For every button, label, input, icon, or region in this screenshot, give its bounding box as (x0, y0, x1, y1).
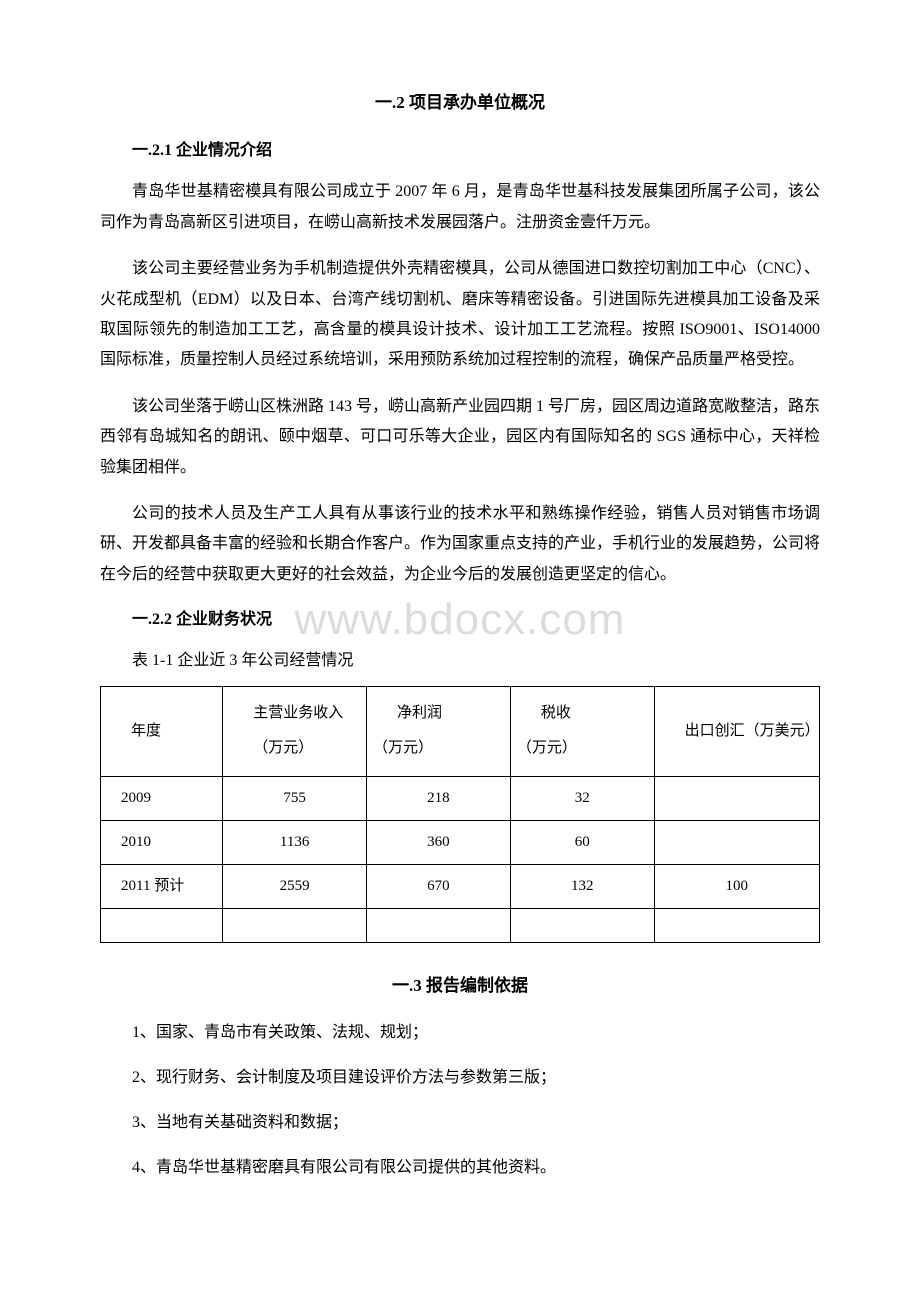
cell-profit-0: 218 (367, 776, 511, 820)
cell-profit-3 (367, 908, 511, 942)
cell-export-2: 100 (654, 864, 819, 908)
cell-tax-0: 32 (510, 776, 654, 820)
cell-tax-2: 132 (510, 864, 654, 908)
cell-tax-1: 60 (510, 820, 654, 864)
cell-revenue-1: 1136 (223, 820, 367, 864)
cell-profit-2: 670 (367, 864, 511, 908)
th-tax-label2: （万元） (517, 735, 648, 762)
th-profit-label2: （万元） (373, 735, 504, 762)
paragraph-4: 公司的技术人员及生产工人具有从事该行业的技术水平和熟练操作经验，销售人员对销售市… (100, 499, 820, 590)
cell-export-1 (654, 820, 819, 864)
list-item-2: 2、现行财务、会计制度及项目建设评价方法与参数第三版； (100, 1064, 820, 1093)
cell-year-0: 2009 (101, 776, 223, 820)
th-export-label1: 出口创汇（万美元） (661, 718, 813, 745)
table-caption: 表 1-1 企业近 3 年公司经营情况 (132, 647, 820, 676)
th-year-label: 年度 (107, 718, 216, 745)
heading-section-1-2-2: 一.2.2 企业财务状况 (132, 606, 820, 635)
th-tax-label1: 税收 (517, 700, 648, 727)
financial-table: 年度 主营业务收入 （万元） 净利润 （万元） 税收 （万元） 出口创汇（万美元… (100, 686, 820, 943)
th-profit: 净利润 （万元） (367, 686, 511, 776)
list-item-4: 4、青岛华世基精密磨具有限公司有限公司提供的其他资料。 (100, 1154, 820, 1183)
table-row: 2011 预计 2559 670 132 100 (101, 864, 820, 908)
paragraph-2: 该公司主要经营业务为手机制造提供外壳精密模具，公司从德国进口数控切割加工中心（C… (100, 254, 820, 376)
th-revenue: 主营业务收入 （万元） (223, 686, 367, 776)
table-header-row: 年度 主营业务收入 （万元） 净利润 （万元） 税收 （万元） 出口创汇（万美元… (101, 686, 820, 776)
heading-section-1-2: 一.2 项目承办单位概况 (100, 88, 820, 119)
th-revenue-label1: 主营业务收入 (229, 700, 360, 727)
table-row: 2009 755 218 32 (101, 776, 820, 820)
cell-tax-3 (510, 908, 654, 942)
cell-year-3 (101, 908, 223, 942)
th-profit-label1: 净利润 (373, 700, 504, 727)
cell-revenue-3 (223, 908, 367, 942)
cell-export-0 (654, 776, 819, 820)
th-revenue-label2: （万元） (229, 735, 360, 762)
th-tax: 税收 （万元） (510, 686, 654, 776)
cell-export-3 (654, 908, 819, 942)
cell-year-1: 2010 (101, 820, 223, 864)
table-row: 2010 1136 360 60 (101, 820, 820, 864)
heading-section-1-2-1: 一.2.1 企业情况介绍 (132, 137, 820, 166)
document-content: 一.2 项目承办单位概况 一.2.1 企业情况介绍 青岛华世基精密模具有限公司成… (100, 88, 820, 1182)
th-export: 出口创汇（万美元） (654, 686, 819, 776)
list-item-3: 3、当地有关基础资料和数据； (100, 1109, 820, 1138)
cell-profit-1: 360 (367, 820, 511, 864)
list-item-1: 1、国家、青岛市有关政策、法规、规划； (100, 1019, 820, 1048)
paragraph-1: 青岛华世基精密模具有限公司成立于 2007 年 6 月，是青岛华世基科技发展集团… (100, 177, 820, 238)
paragraph-3: 该公司坐落于崂山区株洲路 143 号，崂山高新产业园四期 1 号厂房，园区周边道… (100, 392, 820, 483)
cell-revenue-2: 2559 (223, 864, 367, 908)
table-row (101, 908, 820, 942)
th-year: 年度 (101, 686, 223, 776)
cell-revenue-0: 755 (223, 776, 367, 820)
heading-section-1-3: 一.3 报告编制依据 (100, 971, 820, 1002)
cell-year-2: 2011 预计 (101, 864, 223, 908)
